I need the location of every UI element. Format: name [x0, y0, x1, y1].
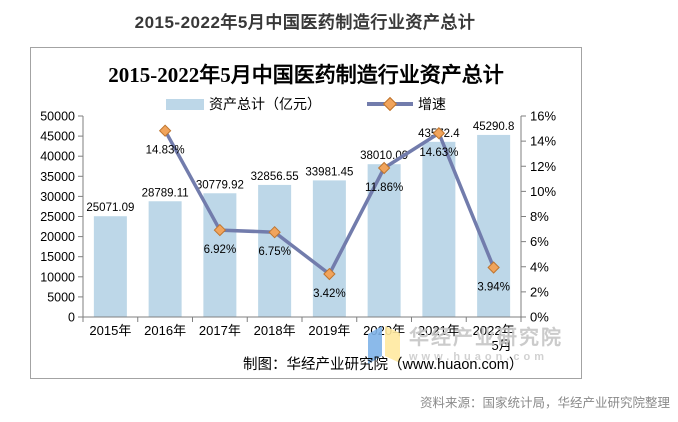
right-axis-label: 2%	[530, 284, 549, 299]
chart-title: 2015-2022年5月中国医药制造行业资产总计	[108, 63, 504, 87]
left-axis-label: 50000	[40, 110, 75, 124]
x-axis-label: 2017年	[199, 323, 241, 338]
diamond-marker-icon	[382, 96, 398, 112]
x-axis-label: 2021年	[418, 323, 460, 338]
growth-value-label: 14.83%	[146, 145, 185, 157]
growth-value-label: 6.75%	[258, 246, 291, 258]
line-series-swatch	[367, 96, 413, 112]
left-axis-label: 5000	[47, 290, 75, 304]
left-axis-label: 25000	[40, 210, 75, 224]
legend-label-growth: 增速	[418, 96, 446, 112]
source-note: 资料来源：国家统计局，华经产业研究院整理	[419, 396, 670, 410]
line-marker	[487, 261, 500, 274]
bar-value-label: 32856.55	[251, 171, 299, 183]
right-axis-label: 0%	[530, 310, 549, 325]
chart-panel: 0 5000 10000 15000 20000 25000 30000 35000 40000…	[30, 47, 582, 379]
left-axis-label: 40000	[40, 150, 75, 164]
legend-item-growth[interactable]: 增速	[367, 94, 446, 114]
right-axis-label: 16%	[530, 109, 556, 124]
page-title: 2015-2022年5月中国医药制造行业资产总计	[134, 13, 476, 32]
left-axis-label: 0	[68, 311, 75, 325]
bar	[312, 180, 346, 317]
right-axis-label: 6%	[530, 234, 549, 249]
x-axis-label: 2016年	[144, 323, 186, 338]
bar-series-swatch	[166, 98, 204, 110]
left-axis-label: 15000	[40, 250, 75, 264]
left-axis-label: 35000	[40, 170, 75, 184]
line-marker	[268, 225, 281, 239]
line-marker	[323, 267, 336, 281]
legend-item-assets[interactable]: 资产总计（亿元）	[166, 94, 321, 114]
left-axis-label: 30000	[40, 190, 75, 204]
left-axis-label: 45000	[40, 130, 75, 144]
x-axis-label: 2015年	[89, 323, 131, 338]
bar	[93, 216, 127, 317]
growth-value-label: 14.63%	[419, 147, 458, 159]
x-axis-label: 2020年	[363, 323, 405, 338]
line-marker	[432, 127, 446, 140]
growth-value-label: 3.94%	[477, 282, 510, 294]
bar-value-label: 45290.8	[473, 121, 515, 133]
x-axis-label: 2019年	[308, 323, 350, 338]
right-axis-label: 14%	[530, 134, 556, 149]
right-axis-label: 12%	[530, 159, 556, 174]
bar-value-label: 25071.09	[86, 202, 134, 214]
chart-plot: 0 5000 10000 15000 20000 25000 30000 35000 40000…	[40, 109, 556, 354]
left-axis-label: 10000	[40, 270, 75, 284]
right-axis-label: 10%	[530, 184, 556, 199]
bar	[203, 193, 237, 317]
legend-label-assets: 资产总计（亿元）	[209, 96, 321, 112]
line-marker	[213, 223, 227, 237]
bar-value-label: 33981.45	[305, 166, 353, 178]
bar	[258, 184, 292, 317]
left-axis-label: 20000	[40, 230, 75, 244]
bar	[477, 134, 511, 317]
line-marker	[158, 124, 172, 137]
chart-legend: 资产总计（亿元） 增速	[31, 94, 581, 114]
chart-credit: 制图：华经产业研究院（www.huaon.com）	[243, 357, 524, 373]
growth-value-label: 11.86%	[365, 182, 403, 194]
x-axis-label: 2018年	[254, 323, 296, 338]
right-axis-label: 4%	[530, 259, 549, 274]
bar	[148, 201, 182, 317]
growth-value-label: 6.92%	[204, 244, 237, 256]
line-marker	[377, 161, 391, 175]
x-axis-label: 5月	[492, 338, 512, 353]
bar	[422, 141, 456, 317]
bar-value-label: 28789.11	[142, 187, 189, 199]
growth-value-label: 3.42%	[313, 288, 346, 300]
bar-value-label: 30779.92	[196, 179, 244, 191]
x-axis-label: 2022年	[473, 323, 515, 338]
right-axis-label: 8%	[530, 209, 549, 224]
